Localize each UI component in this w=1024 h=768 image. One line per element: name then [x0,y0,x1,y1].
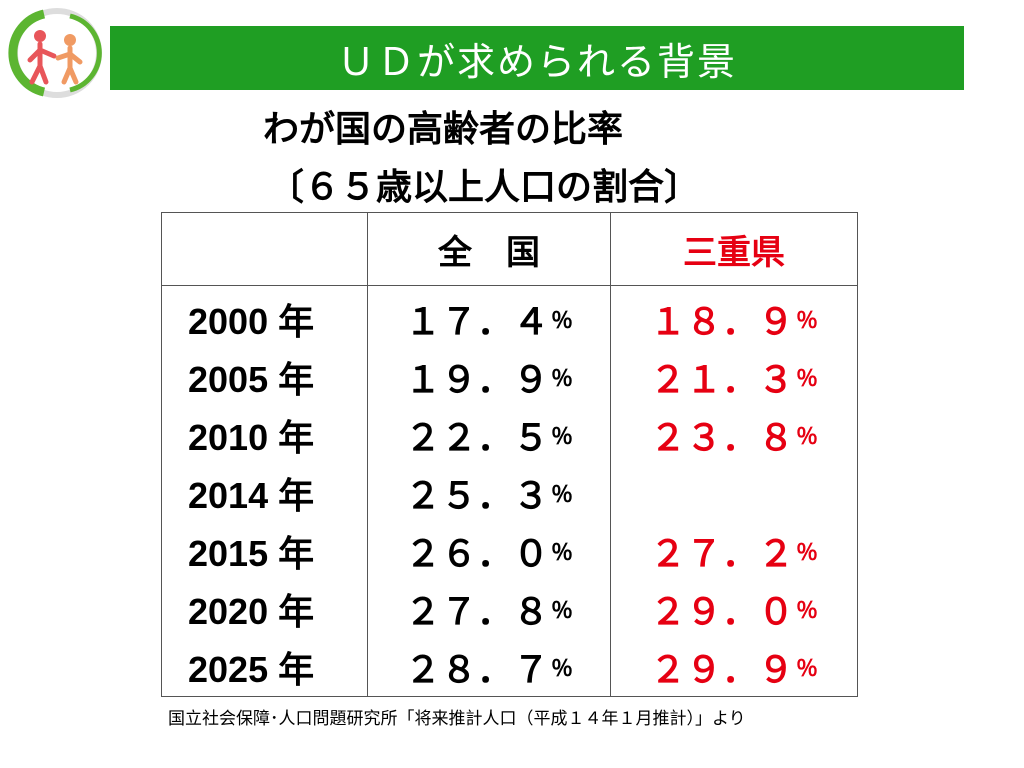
nation-value-cell: ２６．０ ％ [404,534,574,575]
nation-value-cell: ２８．７ ％ [404,650,574,691]
header-year [161,212,368,286]
nation-column: １７．４ ％ １９．９ ％ ２２．５ ％ ２５．３ ％ ２６．０ ％ ２７．８ ％ ２８．７… [367,285,611,697]
nation-value-cell: ２２．５ ％ [404,418,574,459]
header-mie: 三重県 [610,212,858,286]
mie-value-cell-empty [611,464,857,522]
mie-column: １８．９ ％ ２１．３ ％ ２３．８ ％ ２７．２ ％ ２９．０ ％ ２９．９ ％ [610,285,858,697]
year-cell: 2020 年 [188,591,315,632]
year-column: 2000 年 2005 年 2010 年 2014 年 2015 年 2020 … [161,285,368,697]
nation-value-cell: １９．９ ％ [404,360,574,401]
page-title: ＵＤが求められる背景 [336,39,737,84]
nation-value-cell: １７．４ ％ [404,302,574,343]
mie-value-cell: １８．９ ％ [649,302,819,343]
title-banner: ＵＤが求められる背景 [110,26,964,90]
table-header-row: 全 国 三重県 [161,212,858,286]
year-cell: 2014 年 [188,475,315,516]
header-nation: 全 国 [367,212,611,286]
source-footnote: 国立社会保障･人口問題研究所「将来推計人口（平成１４年１月推計）」より [168,709,746,729]
year-cell: 2015 年 [188,533,315,574]
year-cell: 2005 年 [188,359,315,400]
universal-design-logo [4,4,110,102]
mie-value-cell: ２９．０ ％ [649,592,819,633]
mie-value-cell: ２７．２ ％ [649,534,819,575]
mie-value-cell: ２９．９ ％ [649,650,819,691]
year-cell: 2010 年 [188,417,315,458]
table-body-row: 2000 年 2005 年 2010 年 2014 年 2015 年 2020 … [161,285,858,697]
year-cell: 2000 年 [188,301,315,342]
mie-value-cell: ２１．３ ％ [649,360,819,401]
year-cell: 2025 年 [188,649,315,690]
elderly-ratio-table: 全 国 三重県 2000 年 2005 年 2010 年 2014 年 2015… [161,212,858,697]
subtitle-bracket: 〔６５歳以上人口の割合〕 [268,167,701,208]
nation-value-cell: ２７．８ ％ [404,592,574,633]
subtitle: わが国の高齢者の比率 [263,109,624,150]
mie-value-cell: ２３．８ ％ [649,418,819,459]
nation-value-cell: ２５．３ ％ [404,476,574,517]
